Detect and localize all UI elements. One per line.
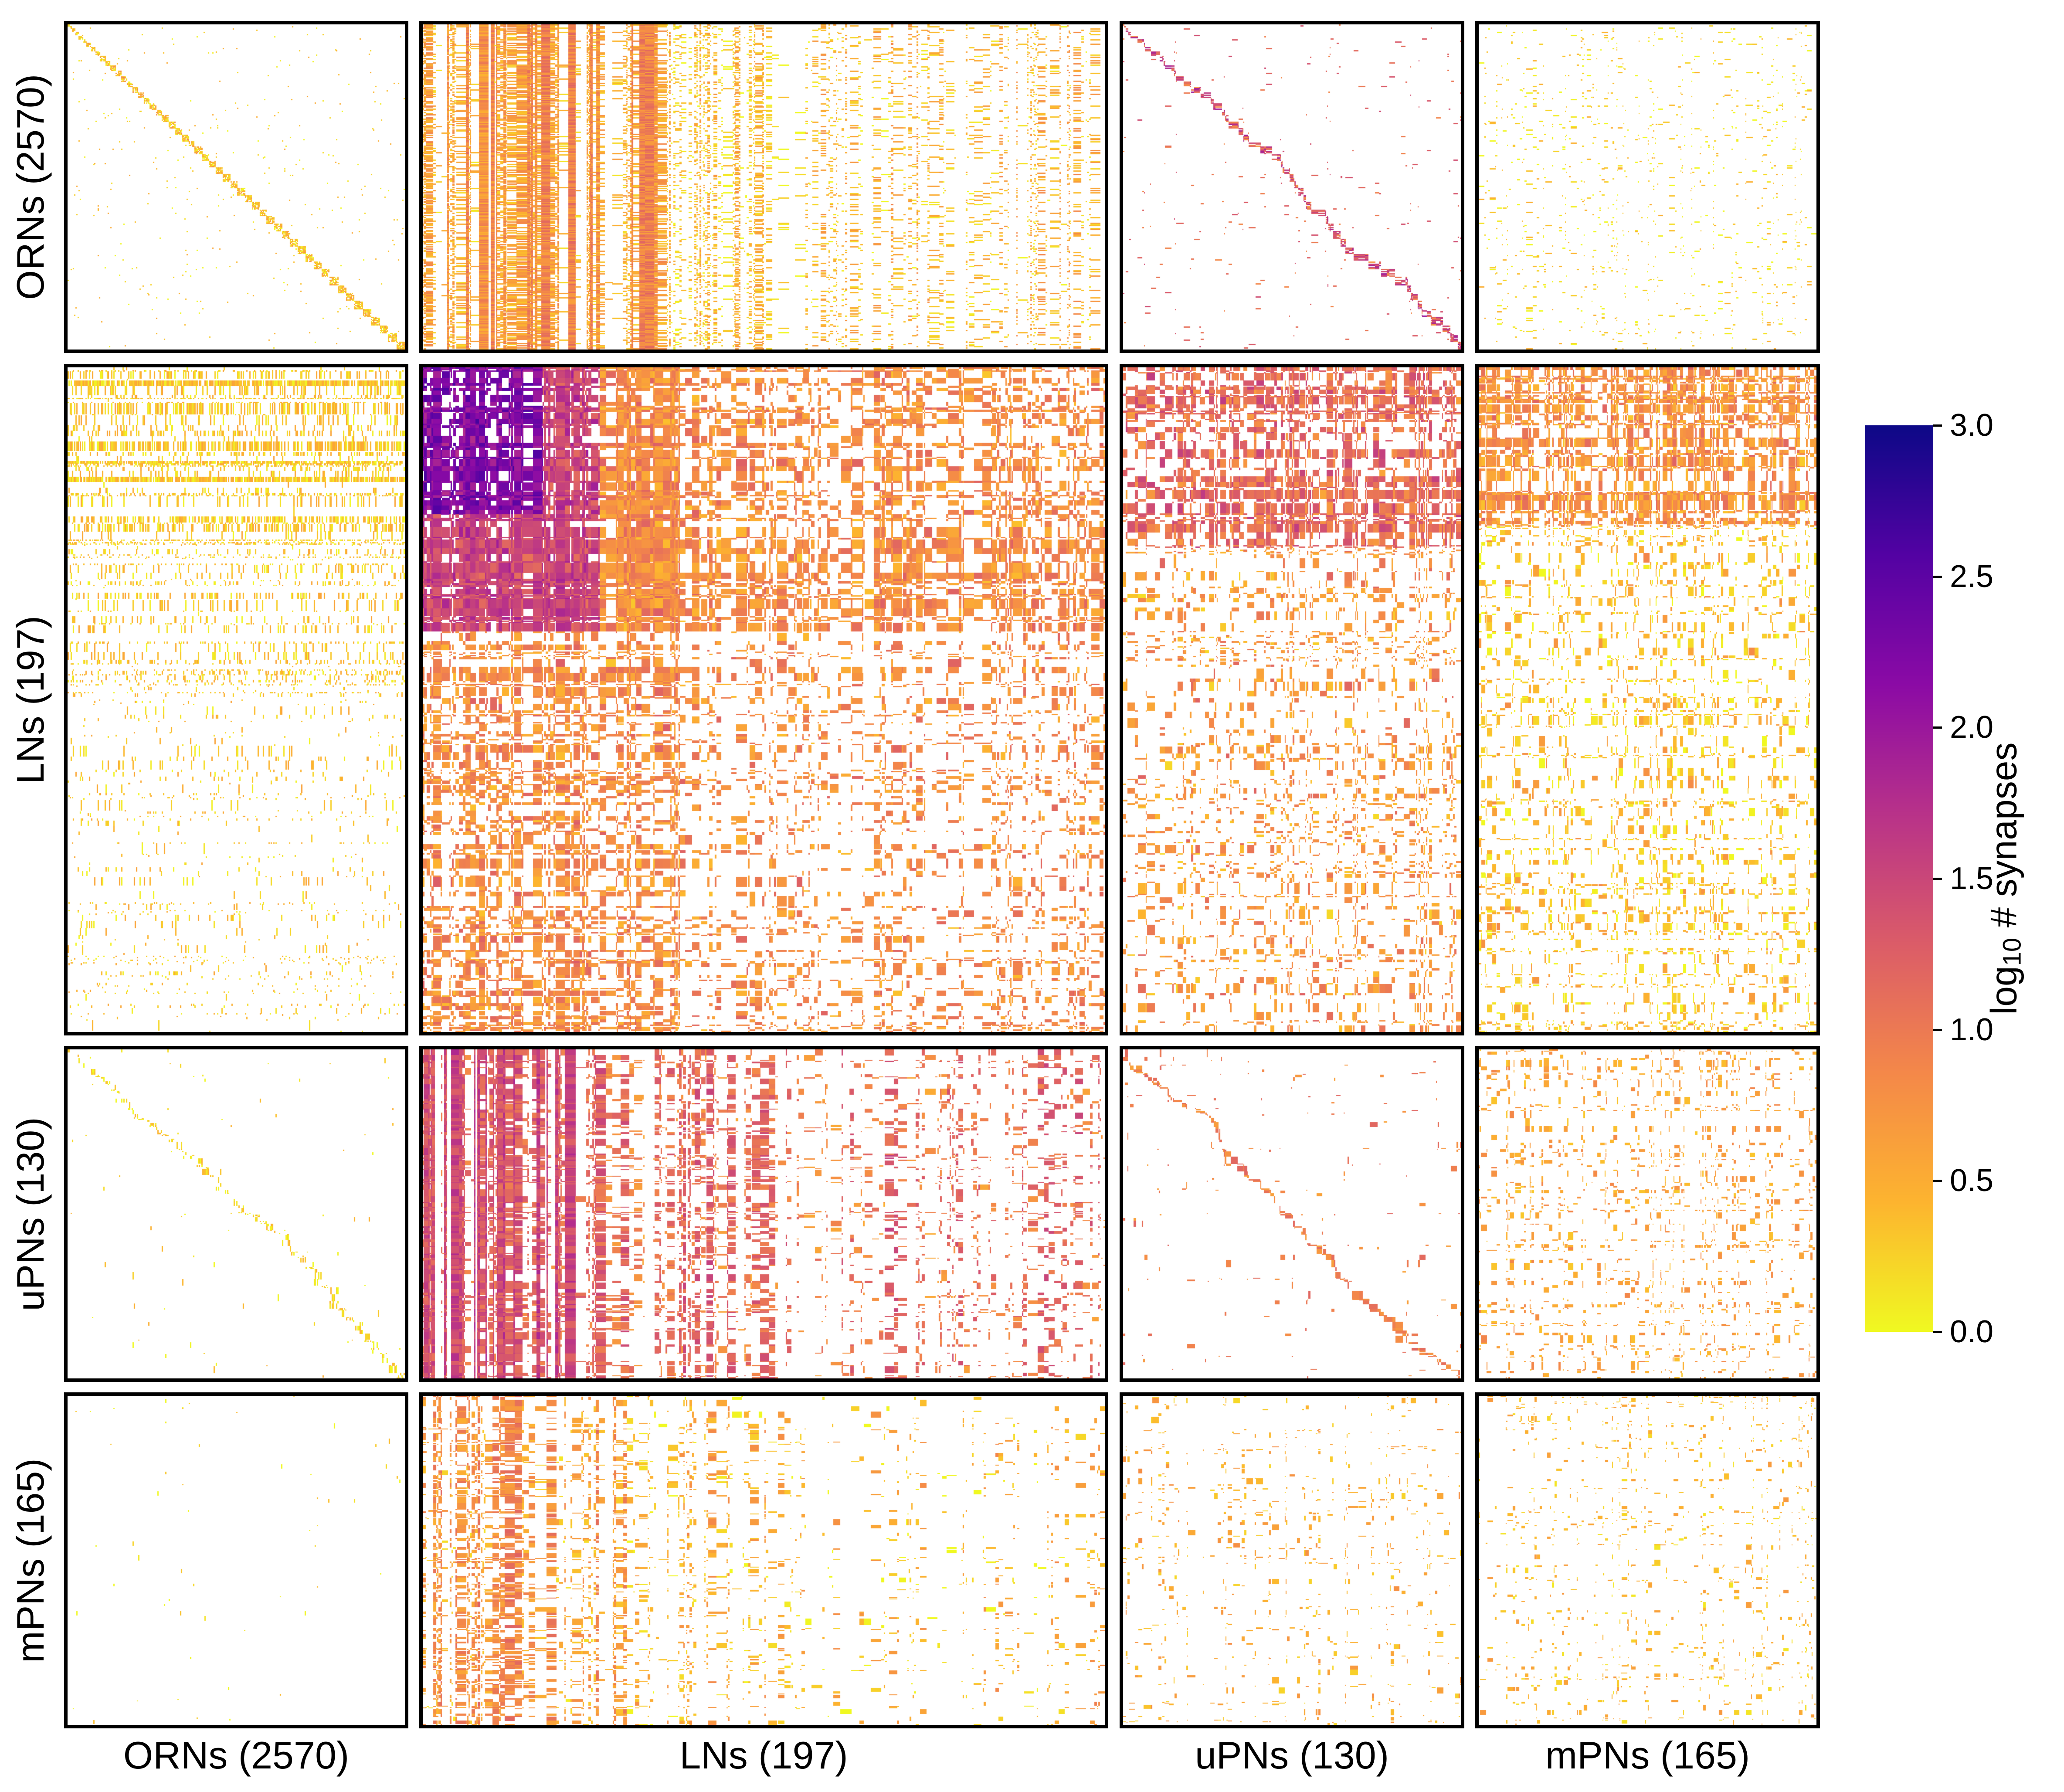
colorbar-tick-mark: [1933, 878, 1942, 880]
heatmap-cells: [1479, 367, 1816, 1032]
colorbar-tick-label: 0.0: [1950, 1314, 1994, 1349]
y-label-lns: LNs (197): [0, 364, 61, 1035]
heatmap-panel-orn-to-ln: [419, 21, 1108, 353]
heatmap-cells: [68, 367, 405, 1032]
heatmap-cells: [68, 1396, 405, 1725]
colorbar-tick-label: 2.5: [1950, 559, 1994, 594]
heatmap-panel-ln-to-orn: [64, 364, 408, 1035]
y-label-upns: uPNs (130): [0, 1046, 61, 1382]
heatmap-panel-mpn-to-orn: [64, 1392, 408, 1728]
colorbar-tick-mark: [1933, 726, 1942, 729]
colorbar-label-sub: 10: [1998, 937, 2027, 966]
heatmap-cells: [423, 1049, 1105, 1378]
heatmap-panel-mpn-to-ln: [419, 1392, 1108, 1728]
colorbar-tick-mark: [1933, 575, 1942, 578]
x-label-orns: ORNs (2570): [123, 1734, 350, 1777]
colorbar-tick-label: 1.5: [1950, 861, 1994, 896]
colorbar-label-log: log: [1983, 966, 2024, 1015]
x-label-upns: uPNs (130): [1195, 1734, 1389, 1777]
heatmap-panel-upn-to-mpn: [1475, 1046, 1820, 1382]
heatmap-panel-orn-to-orn: [64, 21, 408, 353]
y-label-mpns: mPNs (165): [0, 1392, 61, 1728]
heatmap-panel-ln-to-upn: [1120, 364, 1464, 1035]
heatmap-panel-ln-to-mpn: [1475, 364, 1820, 1035]
heatmap-cells: [423, 24, 1105, 350]
heatmap-panel-upn-to-orn: [64, 1046, 408, 1382]
colorbar-tick-label: 3.0: [1950, 408, 1994, 443]
y-tick-label: LNs (197): [9, 615, 52, 784]
heatmap-panel-upn-to-ln: [419, 1046, 1108, 1382]
colorbar-label-text: # synapses: [1983, 742, 2024, 938]
heatmap-cells: [1479, 1396, 1816, 1725]
heatmap-panel-upn-to-upn: [1120, 1046, 1464, 1382]
heatmap-panel-mpn-to-mpn: [1475, 1392, 1820, 1728]
colorbar-tick-label: 2.0: [1950, 710, 1994, 745]
y-tick-label: ORNs (2570): [9, 74, 52, 300]
heatmap-panel-orn-to-upn: [1120, 21, 1464, 353]
heatmap-cells: [68, 1049, 405, 1378]
y-tick-label: mPNs (165): [9, 1458, 52, 1663]
y-tick-label: uPNs (130): [9, 1117, 52, 1311]
heatmap-cells: [1123, 1049, 1461, 1378]
heatmap-cells: [1123, 1396, 1461, 1725]
x-label-lns: LNs (197): [679, 1734, 848, 1777]
colorbar-tick-mark: [1933, 1180, 1942, 1182]
y-label-orns: ORNs (2570): [0, 21, 61, 353]
colorbar-tick-mark: [1933, 1331, 1942, 1333]
colorbar-tick-mark: [1933, 1028, 1942, 1031]
heatmap-cells: [1479, 24, 1816, 350]
heatmap-cells: [68, 24, 405, 350]
heatmap-cells: [1123, 24, 1461, 350]
colorbar: [1865, 425, 1933, 1332]
heatmap-cells: [1479, 1049, 1816, 1378]
colorbar-tick-label: 0.5: [1950, 1163, 1994, 1198]
heatmap-panel-orn-to-mpn: [1475, 21, 1820, 353]
colorbar-tick-mark: [1933, 424, 1942, 427]
heatmap-panel-mpn-to-upn: [1120, 1392, 1464, 1728]
heatmap-cells: [423, 1396, 1105, 1725]
heatmap-cells: [1123, 367, 1461, 1032]
heatmap-panel-ln-to-ln: [419, 364, 1108, 1035]
heatmap-cells: [423, 367, 1105, 1032]
colorbar-tick-label: 1.0: [1950, 1012, 1994, 1047]
x-label-mpns: mPNs (165): [1545, 1734, 1750, 1777]
